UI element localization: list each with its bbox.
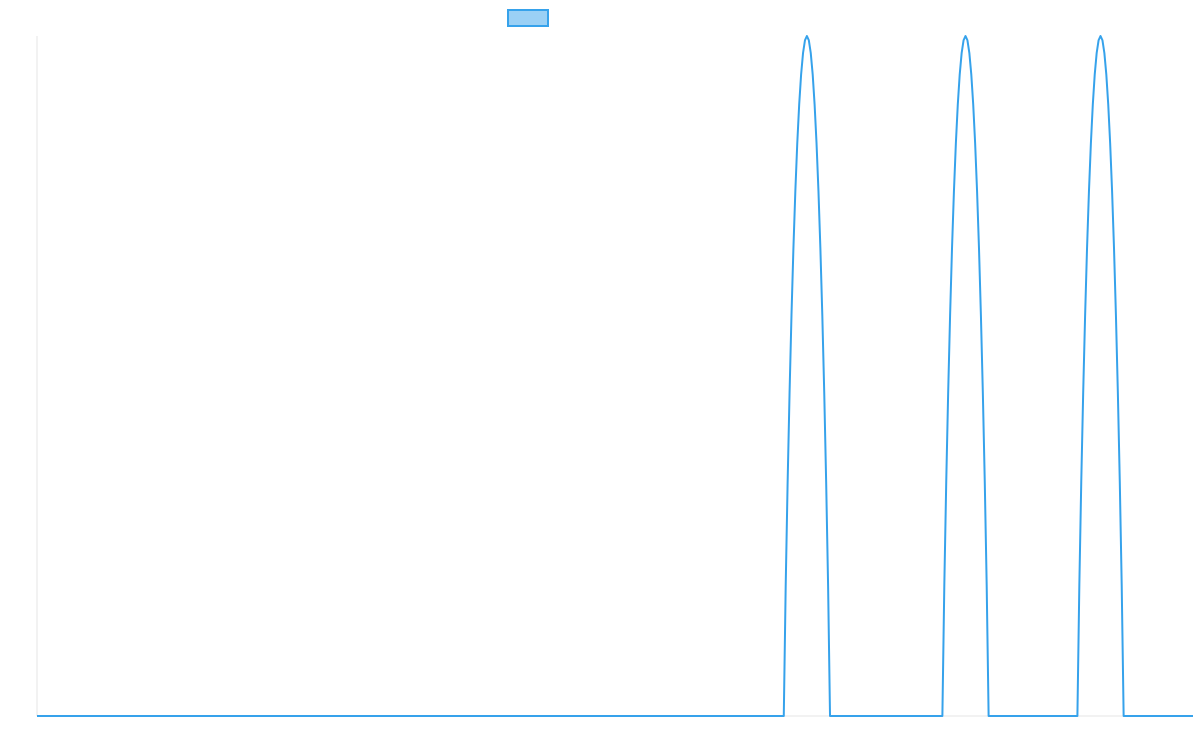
legend-swatch-series-1[interactable]: [507, 9, 549, 27]
series-layer: [37, 35, 1193, 717]
legend[interactable]: [507, 9, 549, 27]
series-line: [37, 35, 1193, 717]
axes: [36, 36, 1193, 717]
